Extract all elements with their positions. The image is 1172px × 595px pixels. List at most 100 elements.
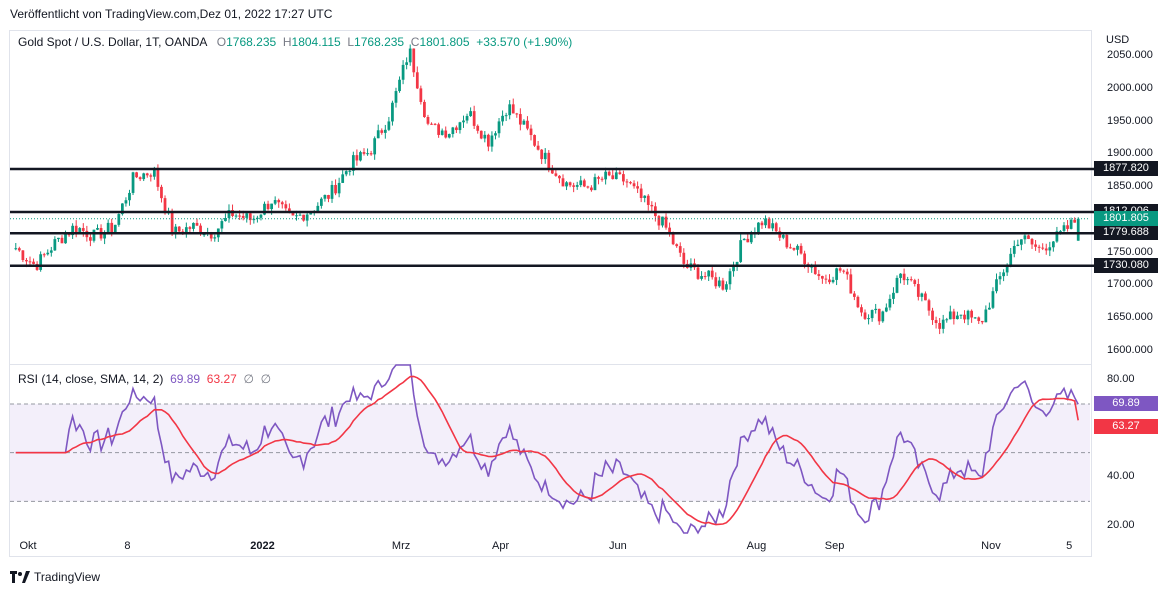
- candle-body: [625, 181, 629, 183]
- candle: [17, 246, 21, 252]
- footer-brand[interactable]: TradingView: [10, 570, 100, 584]
- candle-body: [721, 280, 725, 290]
- candle: [906, 276, 910, 285]
- candle-body: [344, 171, 348, 175]
- candle-body: [433, 123, 437, 125]
- candle: [32, 258, 35, 265]
- candle-body: [821, 276, 824, 279]
- candle: [856, 295, 860, 309]
- candle-body: [852, 293, 856, 297]
- candle-body: [209, 232, 213, 239]
- candle: [799, 243, 803, 255]
- candle-body: [455, 127, 458, 131]
- candle: [323, 194, 327, 202]
- candle-body: [597, 177, 600, 179]
- candle: [302, 214, 305, 222]
- time-tick: Sep: [824, 540, 845, 552]
- candle: [518, 108, 522, 131]
- candle: [451, 126, 455, 138]
- candle: [842, 269, 846, 274]
- candle-body: [1044, 248, 1048, 251]
- candle: [714, 272, 718, 289]
- candle-body: [849, 274, 853, 294]
- candle-body: [966, 310, 970, 320]
- candle: [259, 214, 263, 221]
- candle: [565, 181, 568, 191]
- rsi-tick: 80.00: [1107, 372, 1135, 385]
- candle: [1069, 217, 1073, 230]
- candle: [707, 270, 711, 282]
- pane-separator[interactable]: [9, 364, 1091, 365]
- candle-body: [241, 215, 245, 218]
- candle: [568, 181, 572, 188]
- candle-body: [870, 310, 874, 319]
- candle: [433, 123, 437, 126]
- candle: [678, 242, 682, 257]
- candle: [106, 219, 110, 233]
- candle-body: [778, 231, 782, 238]
- rsi-title: RSI (14, close, SMA, 14, 2): [18, 372, 164, 386]
- candle: [39, 251, 43, 272]
- time-tick: 5: [1066, 540, 1073, 552]
- currency-label[interactable]: USD: [1106, 34, 1130, 46]
- symbol-legend[interactable]: Gold Spot / U.S. Dollar, 1T, OANDA O1768…: [18, 35, 572, 49]
- candle-body: [963, 314, 966, 320]
- candle-body: [710, 270, 714, 278]
- candle: [849, 268, 853, 294]
- candle: [344, 170, 348, 177]
- rsi-sma-value: 63.27: [206, 372, 237, 386]
- candle-body: [725, 284, 728, 290]
- candle: [732, 261, 735, 277]
- candle: [643, 195, 647, 203]
- candle-body: [511, 104, 515, 114]
- candle-body: [291, 212, 295, 216]
- candle-body: [302, 214, 305, 221]
- candle: [149, 173, 153, 182]
- candle-body: [899, 273, 902, 278]
- candle-body: [934, 320, 938, 324]
- low-label: L: [347, 35, 355, 49]
- candle-body: [145, 173, 149, 176]
- candle: [216, 228, 220, 242]
- candle: [945, 317, 949, 323]
- candle-body: [657, 216, 661, 226]
- candle-body: [988, 307, 991, 310]
- candle: [892, 287, 895, 305]
- candle: [472, 105, 476, 130]
- candle: [664, 213, 668, 230]
- candle: [366, 148, 369, 156]
- candle-body: [550, 169, 554, 174]
- candle-body: [579, 180, 583, 186]
- candle-body: [924, 293, 927, 301]
- candle-body: [884, 307, 888, 312]
- rsi-legend[interactable]: RSI (14, close, SMA, 14, 2) 69.89 63.27 …: [18, 372, 271, 386]
- candle: [21, 250, 25, 263]
- candle-body: [696, 267, 700, 279]
- candle-body: [636, 186, 639, 189]
- candle-body: [1034, 244, 1037, 247]
- candle-body: [661, 216, 664, 226]
- candle-body: [163, 198, 167, 214]
- candle: [927, 298, 931, 316]
- candle-body: [700, 276, 703, 279]
- candle-body: [796, 245, 799, 250]
- candle-body: [298, 214, 302, 216]
- candle: [501, 110, 504, 126]
- candle-body: [383, 129, 387, 133]
- candle-body: [789, 247, 792, 249]
- candle: [330, 180, 334, 203]
- candle: [984, 305, 988, 323]
- candle: [931, 307, 934, 325]
- candle-body: [639, 188, 643, 198]
- candle-body: [309, 212, 313, 215]
- candle: [835, 267, 838, 286]
- candle: [1016, 239, 1020, 247]
- close-value: 1801.805: [419, 35, 470, 49]
- candle-body: [781, 234, 785, 238]
- candle-body: [941, 319, 945, 329]
- candle: [867, 314, 870, 325]
- candle-body: [575, 185, 579, 187]
- candle-body: [622, 174, 625, 182]
- candle-body: [238, 215, 242, 217]
